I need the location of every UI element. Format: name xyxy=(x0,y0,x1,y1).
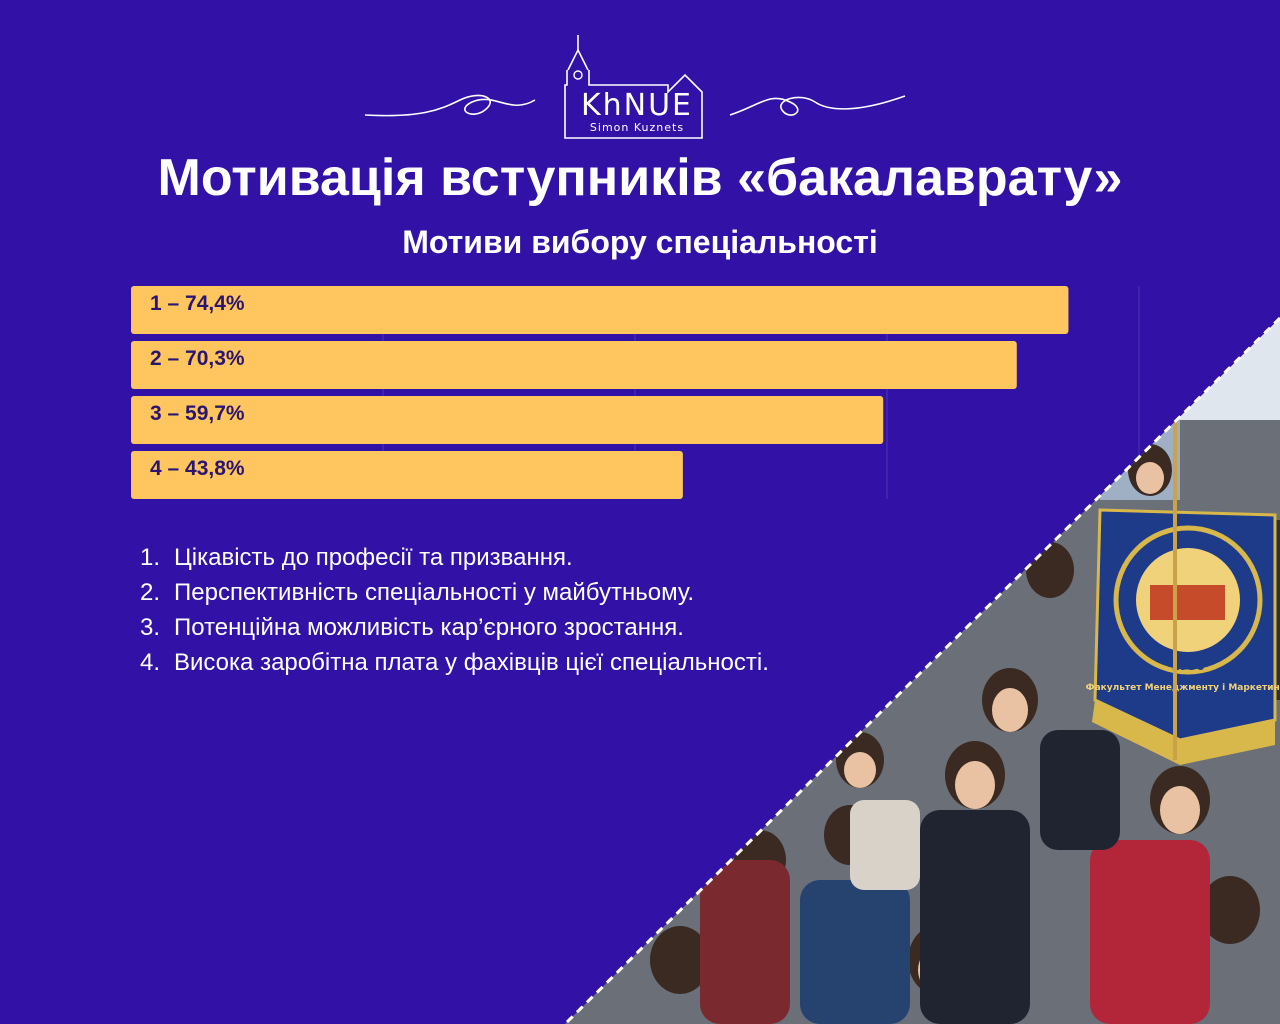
list-item-number: 1. xyxy=(140,544,161,571)
list-item-number: 2. xyxy=(140,579,161,606)
list-item-number: 3. xyxy=(140,614,161,641)
logo-sub-text: Simon Kuznets xyxy=(589,121,685,134)
bar-label-2: 2 – 70,3% xyxy=(150,347,245,370)
list-item: 3. Потенційна можливість кар’єрного зрост… xyxy=(140,610,769,645)
logo-outline-icon xyxy=(364,35,906,139)
motive-list: 1. Цікавість до професії та призвання. 2.… xyxy=(140,540,769,680)
bar-label-3: 3 – 59,7% xyxy=(150,402,245,425)
list-item: 4. Висока заробітна плата у фахівців цієї… xyxy=(140,645,769,680)
list-item-text: Висока заробітна плата у фахівців цієї с… xyxy=(174,649,769,676)
bar-label-1: 1 – 74,4% xyxy=(150,292,245,315)
page-title: Мотивація вступників «бакалаврату» xyxy=(157,149,1123,207)
list-item-text: Перспективність спеціальності у майбутнь… xyxy=(174,579,695,606)
list-item-text: Потенційна можливість кар’єрного зростан… xyxy=(174,614,684,641)
bar-label-4: 4 – 43,8% xyxy=(150,457,245,480)
logo-main-text: KhNUE xyxy=(580,88,694,123)
bar-2 xyxy=(131,341,1017,389)
bar-1 xyxy=(131,286,1069,334)
khnue-logo: KhNUE Simon Kuznets xyxy=(360,30,920,145)
list-item: 1. Цікавість до професії та призвання. xyxy=(140,540,769,575)
bar-4 xyxy=(131,451,683,499)
list-item: 2. Перспективність спеціальності у майбут… xyxy=(140,575,769,610)
list-item-text: Цікавість до професії та призвання. xyxy=(174,544,573,571)
chart-subtitle: Мотиви вибору спеціальності xyxy=(402,224,878,260)
list-item-number: 4. xyxy=(140,649,161,676)
